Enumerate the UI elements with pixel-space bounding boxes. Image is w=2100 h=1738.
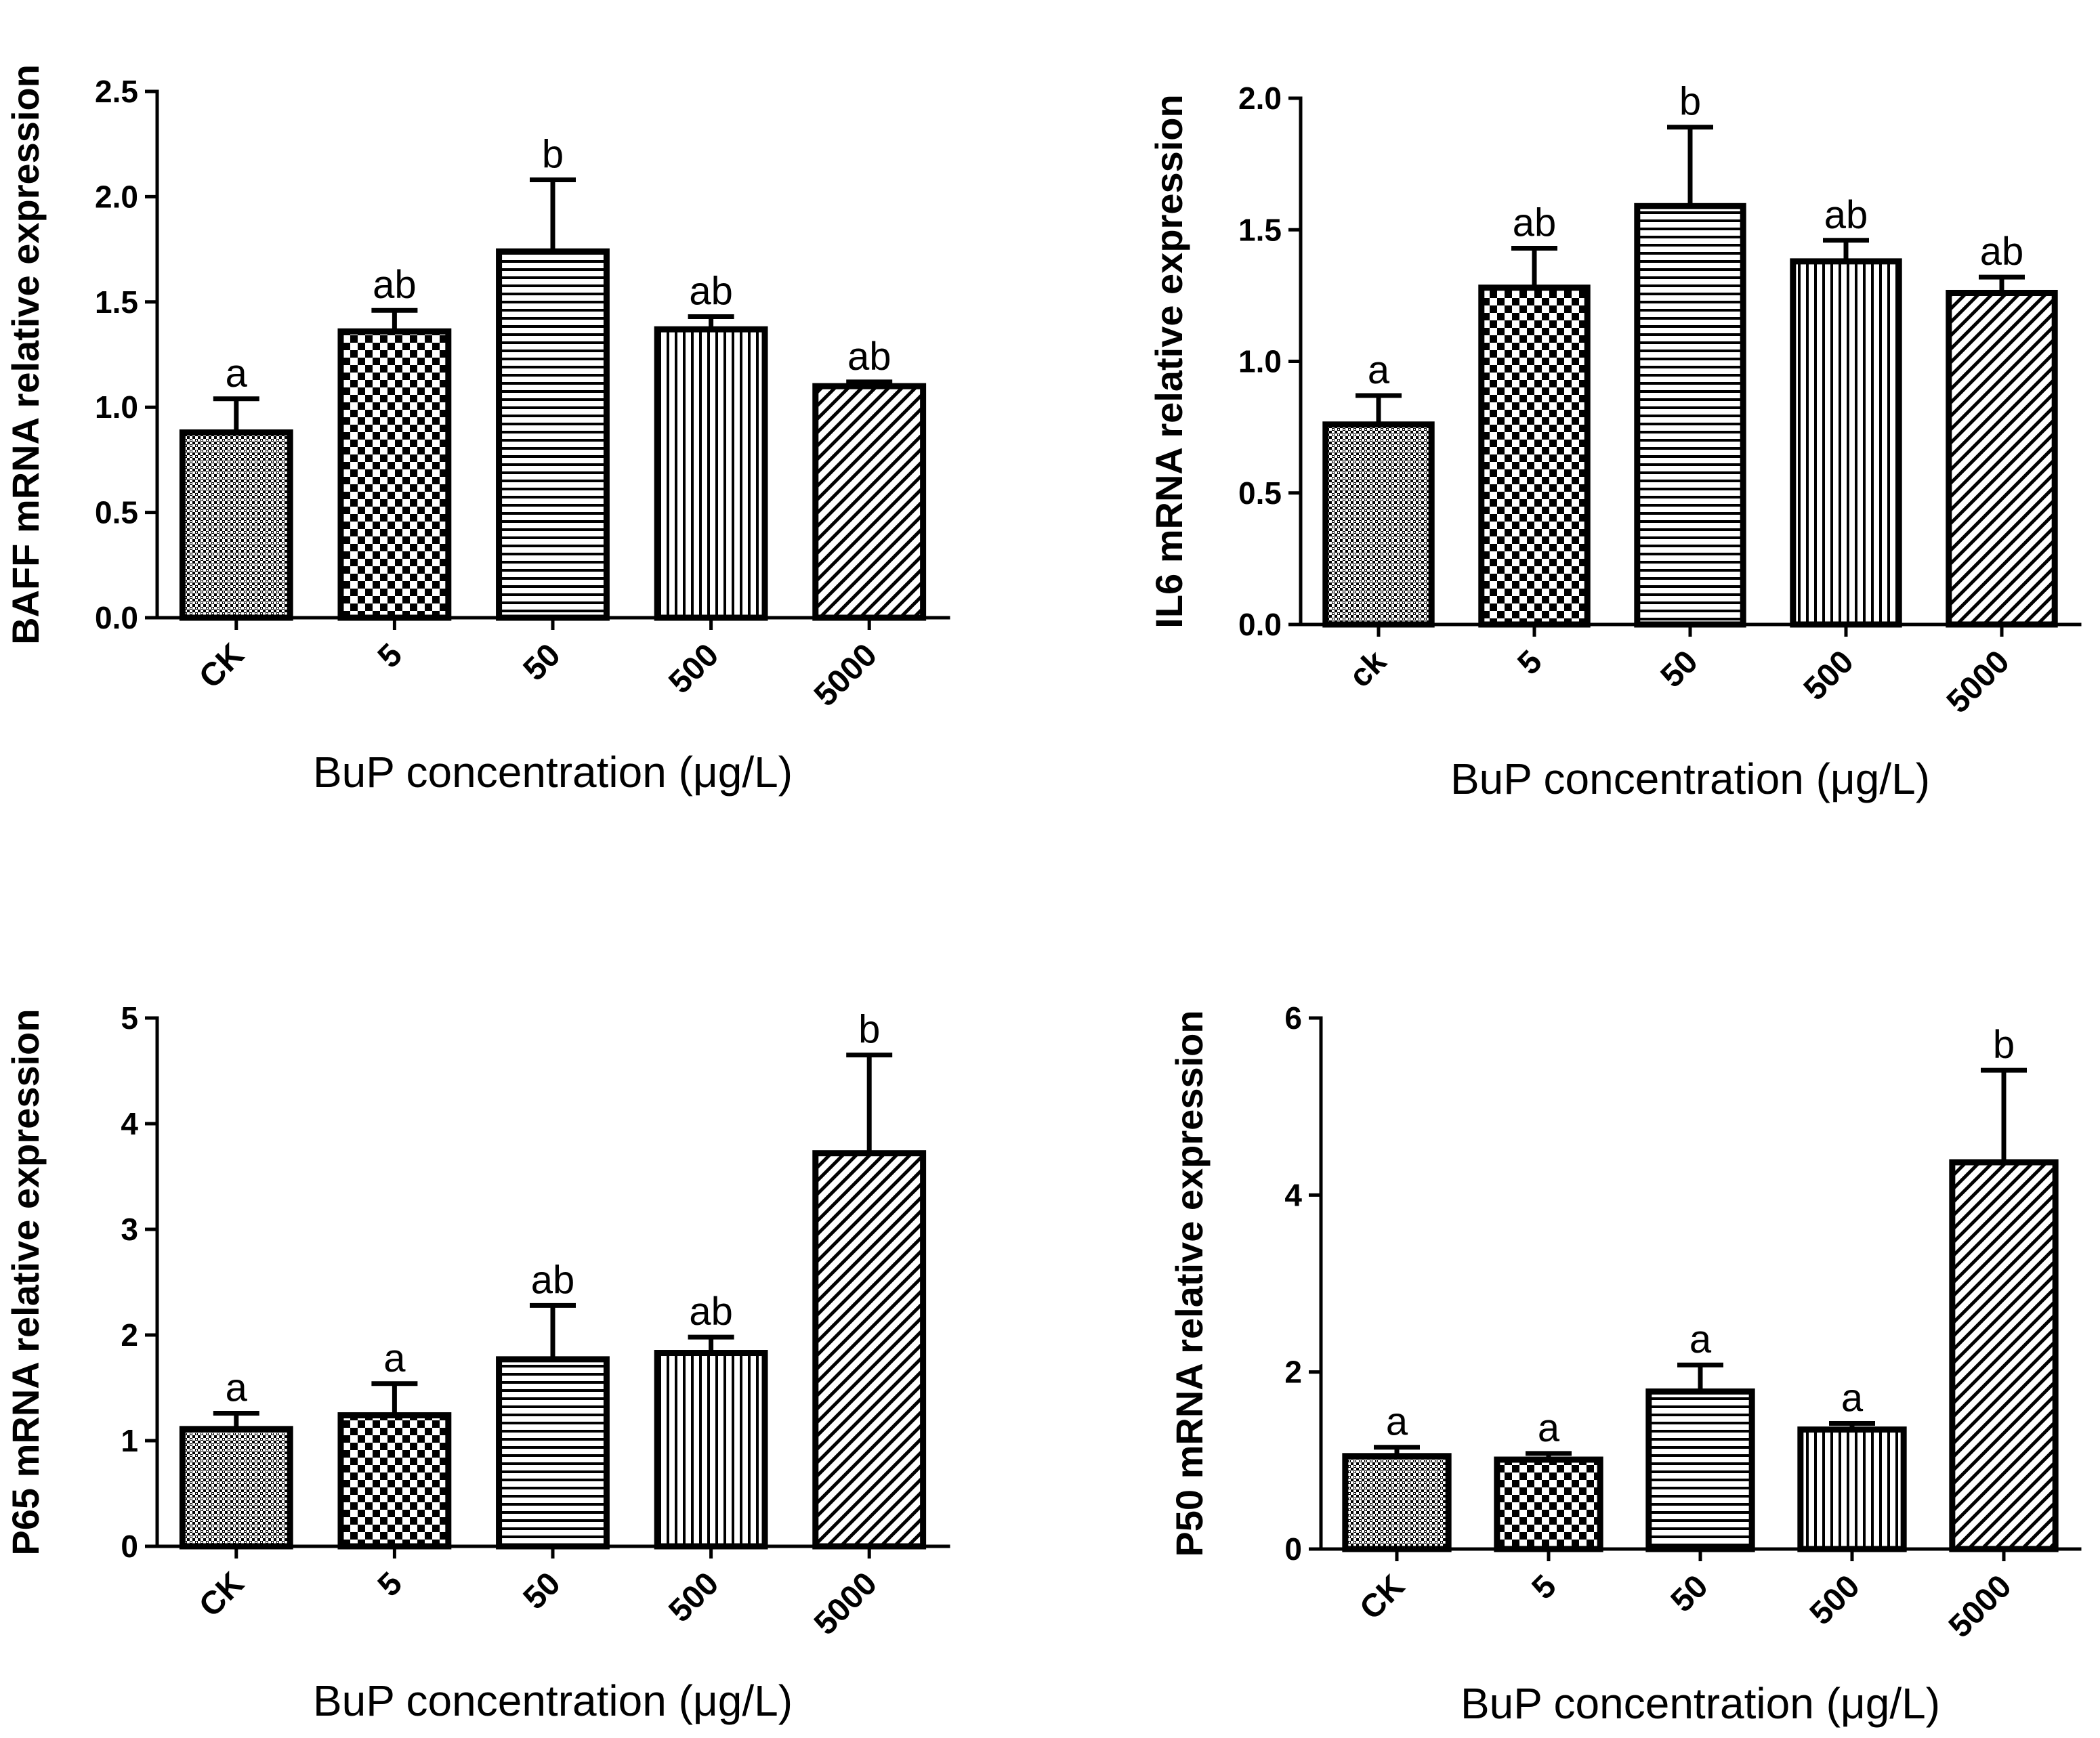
chart-p65: 0 1 2 3 4 5 CK a 5 a 50 ab 500 ab 5000 b P65 mRNA relati…: [0, 869, 1050, 1738]
significance-label: ab: [1513, 200, 1557, 245]
y-tick-label: 4: [121, 1106, 138, 1141]
significance-label: b: [1679, 80, 1701, 124]
bar-CK: [1342, 1453, 1452, 1552]
x-tick-label: 500: [662, 1565, 726, 1629]
y-tick-label: 0.5: [95, 495, 138, 530]
x-tick-label: ck: [1343, 643, 1393, 694]
y-tick-label: 1.5: [1238, 212, 1282, 247]
y-tick-label: 2: [1284, 1355, 1302, 1390]
x-tick-label: 50: [1654, 643, 1705, 694]
y-tick-label: 0: [1284, 1531, 1302, 1567]
chart-svg: 0 1 2 3 4 5 CK a 5 a 50 ab 500 ab 5000 b P65 mRNA relati…: [4, 1000, 950, 1725]
chart-svg: 0 2 4 6 CK a 5 a 50 a 500 a 5000 b P50 mRNA relative e…: [1168, 1000, 2082, 1728]
x-tick-label: 500: [1803, 1568, 1867, 1632]
y-axis-title: BAFF mRNA relative expression: [4, 64, 47, 645]
bar-50: [1634, 203, 1746, 628]
y-tick-label: 2.5: [95, 74, 138, 109]
x-axis-title: BuP concentration (μg/L): [1450, 755, 1930, 803]
significance-label: a: [1368, 348, 1390, 392]
x-tick-label: 5000: [1942, 1568, 2019, 1645]
y-tick-label: 0.0: [95, 600, 138, 635]
x-axis-title: BuP concentration (μg/L): [313, 748, 793, 797]
significance-label: a: [226, 352, 248, 396]
x-tick-label: 5: [371, 1565, 409, 1603]
x-tick-label: 50: [1664, 1568, 1715, 1619]
x-tick-label: 500: [1797, 643, 1861, 707]
x-tick-label: 500: [662, 637, 726, 700]
x-tick-label: CK: [192, 637, 251, 696]
significance-label: a: [1386, 1400, 1408, 1444]
bar-500: [654, 326, 768, 621]
bar-CK: [179, 1426, 293, 1550]
y-tick-label: 0.5: [1238, 475, 1282, 511]
significance-label: b: [542, 133, 564, 177]
significance-label: ab: [847, 335, 891, 379]
y-tick-label: 6: [1284, 1000, 1302, 1036]
chart-svg: 0.0 0.5 1.0 1.5 2.0 2.5 CK a 5 ab 50 b 500 ab 5000 ab BA…: [4, 64, 950, 797]
significance-label: ab: [373, 263, 417, 307]
significance-label: a: [1841, 1376, 1864, 1420]
y-tick-label: 3: [121, 1212, 138, 1247]
x-axis-title: BuP concentration (μg/L): [313, 1676, 793, 1725]
significance-label: b: [858, 1008, 880, 1052]
y-tick-label: 2.0: [1238, 81, 1282, 116]
bar-5000: [812, 1150, 927, 1550]
significance-label: ab: [531, 1258, 575, 1302]
x-tick-label: 5000: [1940, 643, 2017, 720]
y-tick-label: 2.0: [95, 179, 138, 214]
y-tick-label: 1.0: [1238, 344, 1282, 379]
significance-label: a: [226, 1365, 248, 1410]
y-tick-label: 4: [1284, 1177, 1302, 1212]
significance-label: ab: [1824, 193, 1868, 237]
chart-baff: 0.0 0.5 1.0 1.5 2.0 2.5 CK a 5 ab 50 b 500 ab 5000 ab BA…: [0, 0, 1050, 869]
bar-5: [1478, 284, 1591, 628]
y-tick-label: 2: [121, 1317, 138, 1353]
x-tick-label: 5: [371, 637, 409, 675]
y-tick-label: 1.0: [95, 389, 138, 425]
y-tick-label: 1.5: [95, 284, 138, 320]
x-tick-label: CK: [192, 1565, 251, 1624]
x-tick-label: 5000: [807, 1565, 884, 1642]
significance-label: ab: [689, 1290, 733, 1334]
x-tick-label: CK: [1353, 1568, 1412, 1627]
bar-5000: [812, 383, 927, 621]
bar-500: [1790, 258, 1902, 628]
bar-5000: [1949, 1159, 2059, 1552]
bar-50: [496, 1356, 610, 1550]
significance-label: a: [1689, 1317, 1712, 1361]
y-tick-label: 1: [121, 1423, 138, 1458]
x-tick-label: 5: [1525, 1568, 1563, 1606]
x-tick-label: 5: [1511, 643, 1549, 681]
bar-500: [654, 1350, 768, 1550]
bar-5000: [1946, 289, 2058, 628]
significance-label: ab: [1980, 230, 2024, 274]
chart-p50: 0 2 4 6 CK a 5 a 50 a 500 a 5000 b P50 mRNA relative e…: [1050, 869, 2100, 1738]
y-axis-title: P50 mRNA relative expression: [1168, 1010, 1211, 1556]
significance-label: a: [383, 1336, 406, 1380]
bar-5: [1494, 1456, 1603, 1552]
significance-label: a: [1538, 1406, 1560, 1450]
x-tick-label: 50: [517, 1565, 568, 1616]
bar-ck: [1322, 421, 1435, 628]
bar-50: [1645, 1388, 1755, 1552]
y-tick-label: 0: [121, 1529, 138, 1564]
y-tick-label: 0.0: [1238, 607, 1282, 642]
x-tick-label: 5000: [807, 637, 884, 713]
y-tick-label: 5: [121, 1000, 138, 1036]
x-axis-title: BuP concentration (μg/L): [1461, 1679, 1940, 1728]
significance-label: b: [1993, 1023, 2015, 1067]
chart-svg: 0.0 0.5 1.0 1.5 2.0 ck a 5 ab 50 b 500 ab 5000 ab IL6 m…: [1148, 80, 2082, 803]
x-tick-label: 50: [517, 637, 568, 687]
y-axis-title: IL6 mRNA relative expression: [1148, 94, 1190, 628]
bar-5: [337, 1412, 452, 1550]
bar-50: [496, 248, 610, 621]
bar-5: [337, 328, 452, 621]
bar-CK: [179, 429, 293, 621]
significance-label: ab: [689, 270, 733, 314]
bar-500: [1797, 1426, 1907, 1552]
y-axis-title: P65 mRNA relative expression: [4, 1009, 47, 1555]
chart-il6: 0.0 0.5 1.0 1.5 2.0 ck a 5 ab 50 b 500 ab 5000 ab IL6 m…: [1050, 0, 2100, 869]
